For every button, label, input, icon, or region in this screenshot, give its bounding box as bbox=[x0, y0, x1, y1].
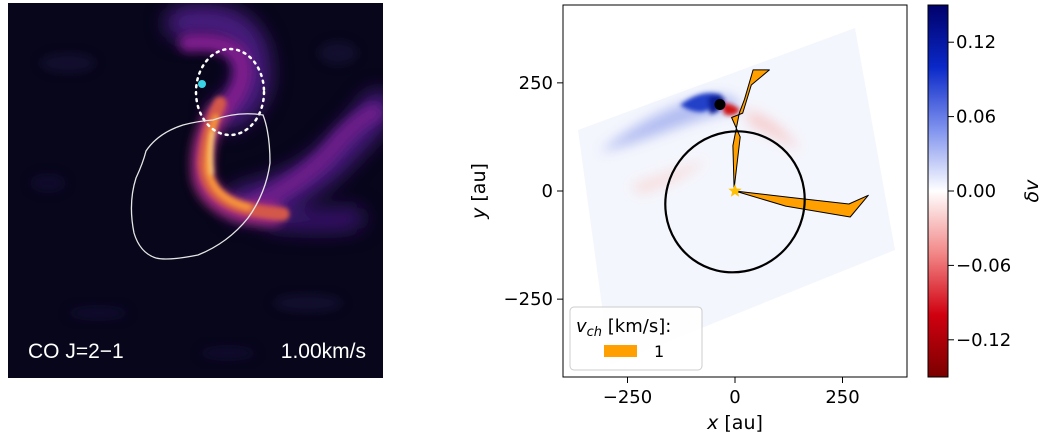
legend-title-symbol: v bbox=[576, 316, 587, 337]
y-tick-label: −250 bbox=[504, 289, 553, 310]
colorbar-tick-label: −0.12 bbox=[956, 330, 1011, 351]
planet-orbit bbox=[664, 130, 806, 274]
simulation-domain bbox=[578, 28, 895, 365]
colorbar-tick-label: 0.12 bbox=[956, 32, 996, 53]
legend: vch [km/s]: 1 bbox=[569, 306, 703, 371]
x-axis-unit: [au] bbox=[718, 412, 763, 434]
star-marker bbox=[728, 184, 742, 197]
keplerian-contour bbox=[130, 113, 271, 260]
y-axis-symbol: y bbox=[468, 207, 490, 220]
model-plot: −250 0 250 −250 0 250 x [au] y [au] vch [km/… bbox=[468, 4, 1043, 434]
colorbar-ticks: 0.12 0.06 0.00 −0.06 −0.12 bbox=[948, 32, 1011, 351]
model-plot-panel: −250 0 250 −250 0 250 x [au] y [au] vch [km/… bbox=[440, 0, 1053, 439]
legend-title: vch [km/s]: bbox=[576, 316, 671, 340]
x-tick-label: 250 bbox=[825, 387, 859, 408]
y-tick-label: 0 bbox=[542, 181, 553, 202]
legend-title-unit: [km/s]: bbox=[602, 316, 671, 337]
y-axis-unit: [au] bbox=[468, 163, 490, 208]
colorbar-tick-label: −0.06 bbox=[956, 255, 1011, 276]
channel-contour-lower bbox=[734, 190, 869, 218]
legend-swatch bbox=[604, 345, 637, 357]
x-axis-label: x [au] bbox=[706, 412, 763, 434]
colorbar-tick-label: 0.00 bbox=[956, 181, 996, 202]
y-axis-ticks: −250 0 250 bbox=[504, 73, 563, 310]
channel-contour-upper bbox=[731, 69, 770, 190]
velocity-label: 1.00km/s bbox=[281, 340, 366, 363]
hill-sphere-circle bbox=[194, 47, 266, 137]
colorbar-tick-label: 0.06 bbox=[956, 107, 996, 128]
colorbar bbox=[927, 4, 949, 378]
y-axis-label: y [au] bbox=[468, 163, 490, 220]
velocity-field bbox=[578, 28, 895, 365]
emission-bright bbox=[197, 96, 290, 221]
legend-entry-label: 1 bbox=[654, 342, 664, 361]
colorbar-label: δv bbox=[1021, 179, 1043, 203]
planet-point bbox=[714, 98, 726, 110]
legend-box bbox=[569, 306, 703, 371]
x-tick-label: 0 bbox=[729, 387, 740, 408]
x-axis-ticks: −250 0 250 bbox=[603, 377, 860, 408]
line-label: CO J=2−1 bbox=[28, 340, 124, 363]
y-tick-label: 250 bbox=[519, 73, 553, 94]
background-noise bbox=[30, 41, 358, 361]
co-emission-panel: CO J=2−1 1.00km/s bbox=[8, 3, 395, 378]
x-axis-symbol: x bbox=[706, 412, 719, 434]
x-tick-label: −250 bbox=[603, 387, 652, 408]
planet-marker bbox=[198, 80, 206, 88]
legend-title-subscript: ch bbox=[587, 325, 602, 340]
co-emission-image: CO J=2−1 1.00km/s bbox=[8, 3, 395, 378]
